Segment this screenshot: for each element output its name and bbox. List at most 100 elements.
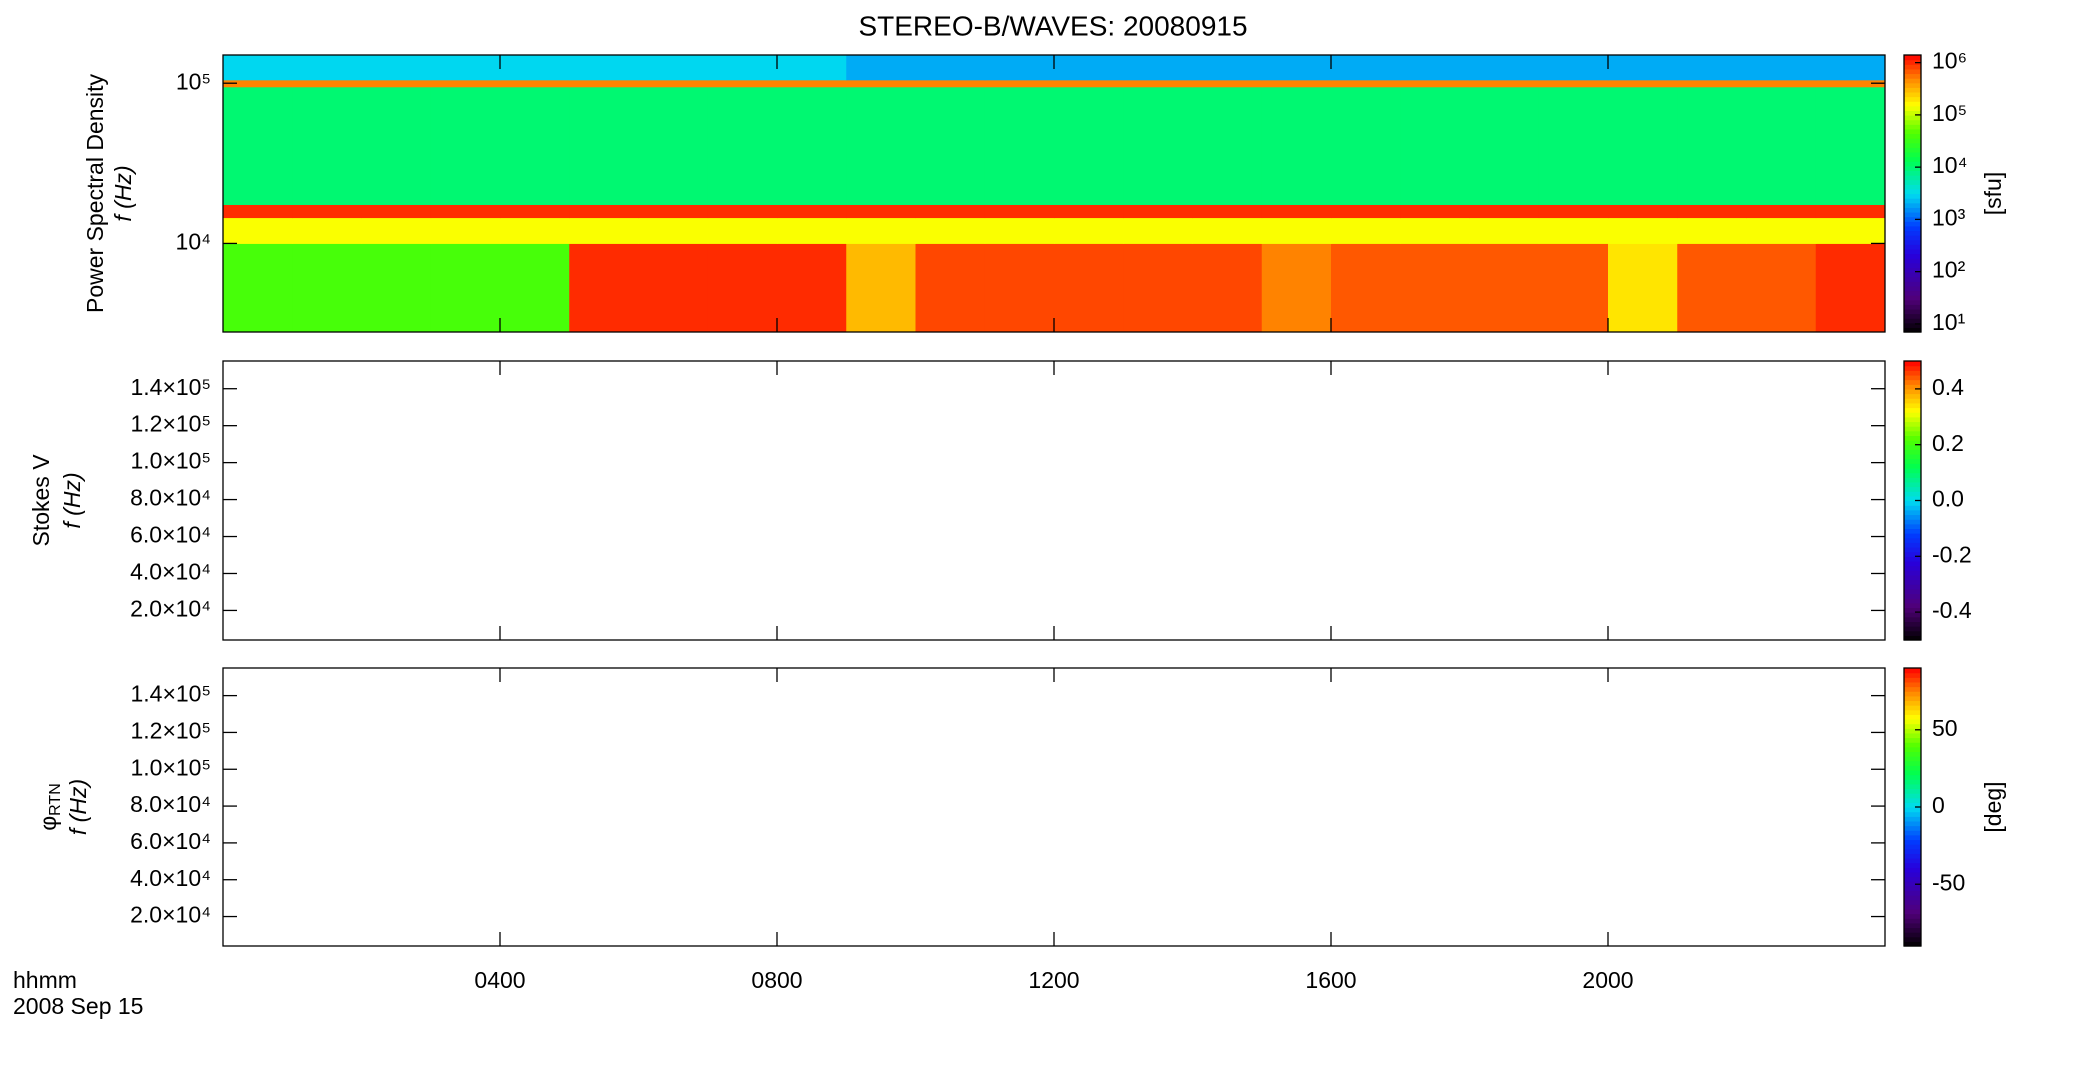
spectrogram-cell xyxy=(1608,55,1678,81)
colorbar-step xyxy=(1904,82,1921,88)
spectrogram-cell xyxy=(915,204,986,219)
colorbar-step xyxy=(1904,542,1921,548)
spectrogram-cell xyxy=(1746,86,1817,205)
colorbar-step xyxy=(1904,681,1921,688)
colorbar-step xyxy=(1904,904,1921,910)
colorbar-step xyxy=(1904,848,1921,854)
spectrogram-cell xyxy=(500,204,570,219)
colorbar-tick-label: 0 xyxy=(1932,792,1945,818)
colorbar-step xyxy=(1904,686,1921,692)
colorbar-step xyxy=(1904,398,1921,404)
spectrogram-cell xyxy=(223,243,293,333)
colorbar-step xyxy=(1904,588,1921,595)
colorbar-step xyxy=(1904,295,1921,301)
colorbar-step xyxy=(1904,705,1921,711)
colorbar-tick-label: 10¹ xyxy=(1932,309,1966,335)
colorbar-step xyxy=(1904,393,1921,399)
colorbar-step xyxy=(1904,230,1921,236)
colorbar-step xyxy=(1904,616,1921,622)
spectrogram-cell xyxy=(1538,217,1609,244)
spectrogram-cell xyxy=(1815,79,1886,88)
colorbar-step xyxy=(1904,170,1921,176)
colorbar-step xyxy=(1904,198,1921,204)
spectrogram-cell xyxy=(1400,204,1470,219)
spectrogram-cell xyxy=(1608,217,1678,244)
spectrogram-cell xyxy=(1261,204,1332,219)
y-tick-label: 1.4×10⁵ xyxy=(130,374,211,400)
colorbar-step xyxy=(1904,579,1921,585)
colorbar-step xyxy=(1904,630,1921,636)
spectrogram-cell xyxy=(777,204,847,219)
colorbar-step xyxy=(1904,714,1921,720)
spectrogram-cell xyxy=(638,55,709,81)
colorbar-step xyxy=(1904,416,1921,423)
spectrogram-cell xyxy=(1746,204,1817,219)
spectrogram-cell xyxy=(1054,204,1124,219)
y-axis-quantity-sub: RTN xyxy=(47,783,64,816)
y-tick-label: 1.2×10⁵ xyxy=(130,718,211,744)
spectrogram-cell xyxy=(1123,55,1193,81)
colorbar-step xyxy=(1904,514,1921,520)
spectrogram-cell xyxy=(707,243,778,333)
spectrogram-cell xyxy=(292,55,362,81)
colorbar-step xyxy=(1904,551,1921,557)
colorbar-step xyxy=(1904,472,1921,478)
spectrogram-cell xyxy=(1400,86,1470,205)
colorbar-step xyxy=(1904,709,1921,715)
colorbar-step xyxy=(1904,225,1921,232)
colorbar-step xyxy=(1904,207,1921,213)
spectrogram-cell xyxy=(1054,243,1124,333)
chart-title: STEREO-B/WAVES: 20080915 xyxy=(858,10,1247,41)
colorbar-tick-label: 50 xyxy=(1932,715,1958,741)
colorbar-step xyxy=(1904,87,1921,93)
colorbar-tick-label: 10² xyxy=(1932,257,1966,283)
colorbar-step xyxy=(1904,299,1921,305)
spectrogram-cell xyxy=(1054,79,1124,88)
colorbar-step xyxy=(1904,221,1921,227)
colorbar-step xyxy=(1904,635,1921,641)
y-tick-label: 10⁵ xyxy=(176,68,211,94)
spectrogram-cell xyxy=(1815,86,1886,205)
spectrogram-cell xyxy=(1261,217,1332,244)
y-axis-label: f (Hz) xyxy=(110,165,136,221)
spectrogram-cell xyxy=(777,86,847,205)
spectrogram-cell xyxy=(1608,86,1678,205)
spectrogram-cell xyxy=(292,217,362,244)
colorbar-step xyxy=(1904,147,1921,153)
colorbar-step xyxy=(1904,239,1921,245)
colorbar-step xyxy=(1904,857,1921,864)
colorbar-step xyxy=(1904,308,1921,315)
colorbar-step xyxy=(1904,467,1921,474)
colorbar-step xyxy=(1904,895,1921,901)
colorbar-step xyxy=(1904,936,1921,942)
colorbar-step xyxy=(1904,881,1921,887)
colorbar-step xyxy=(1904,258,1921,264)
spectrogram-cell xyxy=(223,204,293,219)
colorbar-step xyxy=(1904,500,1921,506)
spectrogram-cell xyxy=(361,217,432,244)
colorbar-step xyxy=(1904,384,1921,390)
colorbar-step xyxy=(1904,505,1921,511)
spectrogram-cell xyxy=(984,217,1055,244)
spectrogram-cell xyxy=(223,55,293,81)
colorbar-step xyxy=(1904,179,1921,185)
colorbar-step xyxy=(1904,407,1921,413)
y-tick-label: 6.0×10⁴ xyxy=(130,828,211,854)
y-tick-label: 1.4×10⁵ xyxy=(130,681,211,707)
spectrogram-cell xyxy=(915,55,986,81)
colorbar-step xyxy=(1904,876,1921,882)
spectrogram-cell xyxy=(1123,79,1193,88)
colorbar-step xyxy=(1904,523,1921,529)
spectrogram-cell xyxy=(1331,243,1401,333)
colorbar-step xyxy=(1904,248,1921,255)
colorbar-step xyxy=(1904,290,1921,296)
colorbar-step xyxy=(1904,853,1921,859)
spectrogram-cell xyxy=(638,243,709,333)
colorbar-step xyxy=(1904,412,1921,418)
spectrogram-cell xyxy=(984,86,1055,205)
colorbar-step xyxy=(1904,96,1921,102)
colorbar-step xyxy=(1904,556,1921,562)
colorbar-step xyxy=(1904,454,1921,460)
spectrogram-cell xyxy=(1469,86,1540,205)
y-tick-label: 4.0×10⁴ xyxy=(130,559,211,585)
